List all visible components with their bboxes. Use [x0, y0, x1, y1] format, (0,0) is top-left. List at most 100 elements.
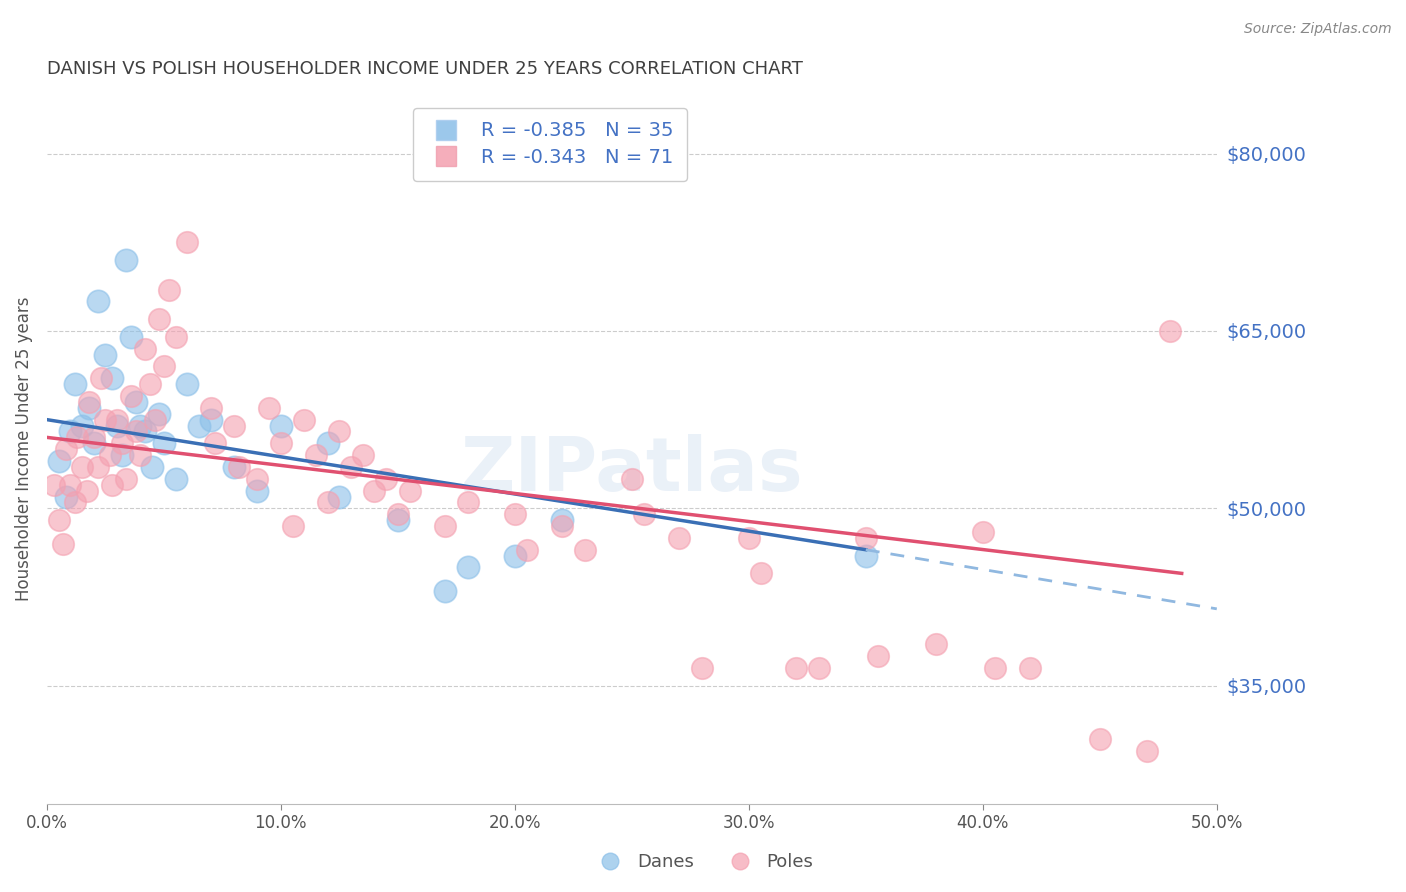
Y-axis label: Householder Income Under 25 years: Householder Income Under 25 years — [15, 297, 32, 601]
Point — [690, 661, 713, 675]
Point — [115, 472, 138, 486]
Point — [76, 483, 98, 498]
Point — [134, 342, 156, 356]
Point — [222, 459, 245, 474]
Point — [48, 513, 70, 527]
Point — [316, 436, 339, 450]
Point — [98, 448, 121, 462]
Point — [808, 661, 831, 675]
Point — [111, 436, 134, 450]
Point — [246, 472, 269, 486]
Point — [101, 477, 124, 491]
Point — [204, 436, 226, 450]
Point — [352, 448, 374, 462]
Point — [1159, 324, 1181, 338]
Point — [457, 560, 479, 574]
Point — [257, 401, 280, 415]
Point — [87, 294, 110, 309]
Point — [66, 430, 89, 444]
Point — [148, 312, 170, 326]
Point — [83, 430, 105, 444]
Point — [141, 459, 163, 474]
Point — [305, 448, 328, 462]
Point — [668, 531, 690, 545]
Point — [270, 418, 292, 433]
Point — [633, 508, 655, 522]
Point — [94, 412, 117, 426]
Point — [129, 448, 152, 462]
Point — [83, 436, 105, 450]
Point — [387, 513, 409, 527]
Point — [120, 330, 142, 344]
Point — [129, 418, 152, 433]
Point — [94, 348, 117, 362]
Point — [105, 418, 128, 433]
Point — [55, 442, 77, 457]
Point — [246, 483, 269, 498]
Point — [1018, 661, 1040, 675]
Point — [228, 459, 250, 474]
Point — [59, 477, 82, 491]
Point — [188, 418, 211, 433]
Point — [620, 472, 643, 486]
Point — [433, 519, 456, 533]
Point — [148, 407, 170, 421]
Point — [222, 418, 245, 433]
Point — [77, 395, 100, 409]
Point — [134, 425, 156, 439]
Point — [77, 401, 100, 415]
Point — [398, 483, 420, 498]
Point — [328, 490, 350, 504]
Point — [105, 412, 128, 426]
Legend: R = -0.385   N = 35, R = -0.343   N = 71: R = -0.385 N = 35, R = -0.343 N = 71 — [413, 108, 688, 181]
Point — [516, 542, 538, 557]
Point — [153, 359, 176, 374]
Point — [363, 483, 385, 498]
Point — [153, 436, 176, 450]
Point — [281, 519, 304, 533]
Point — [63, 495, 86, 509]
Point — [375, 472, 398, 486]
Point — [270, 436, 292, 450]
Point — [433, 584, 456, 599]
Point — [340, 459, 363, 474]
Point — [855, 531, 877, 545]
Point — [70, 418, 93, 433]
Point — [87, 459, 110, 474]
Point — [165, 472, 187, 486]
Point — [983, 661, 1005, 675]
Point — [1136, 744, 1159, 758]
Point — [292, 412, 315, 426]
Point — [503, 549, 526, 563]
Text: ZIPatlas: ZIPatlas — [461, 434, 803, 507]
Point — [866, 649, 889, 664]
Point — [200, 412, 222, 426]
Point — [176, 235, 198, 250]
Point — [125, 395, 148, 409]
Point — [176, 377, 198, 392]
Point — [738, 531, 761, 545]
Point — [503, 508, 526, 522]
Point — [165, 330, 187, 344]
Point — [90, 371, 112, 385]
Point — [143, 412, 166, 426]
Point — [42, 477, 65, 491]
Point — [120, 389, 142, 403]
Point — [574, 542, 596, 557]
Point — [749, 566, 772, 581]
Point — [328, 425, 350, 439]
Point — [925, 637, 948, 651]
Point — [55, 490, 77, 504]
Legend: Danes, Poles: Danes, Poles — [585, 847, 821, 879]
Point — [785, 661, 807, 675]
Point — [200, 401, 222, 415]
Point — [48, 454, 70, 468]
Point — [70, 459, 93, 474]
Point — [101, 371, 124, 385]
Point — [59, 425, 82, 439]
Point — [316, 495, 339, 509]
Point — [550, 519, 572, 533]
Point — [115, 252, 138, 267]
Point — [63, 377, 86, 392]
Point — [387, 508, 409, 522]
